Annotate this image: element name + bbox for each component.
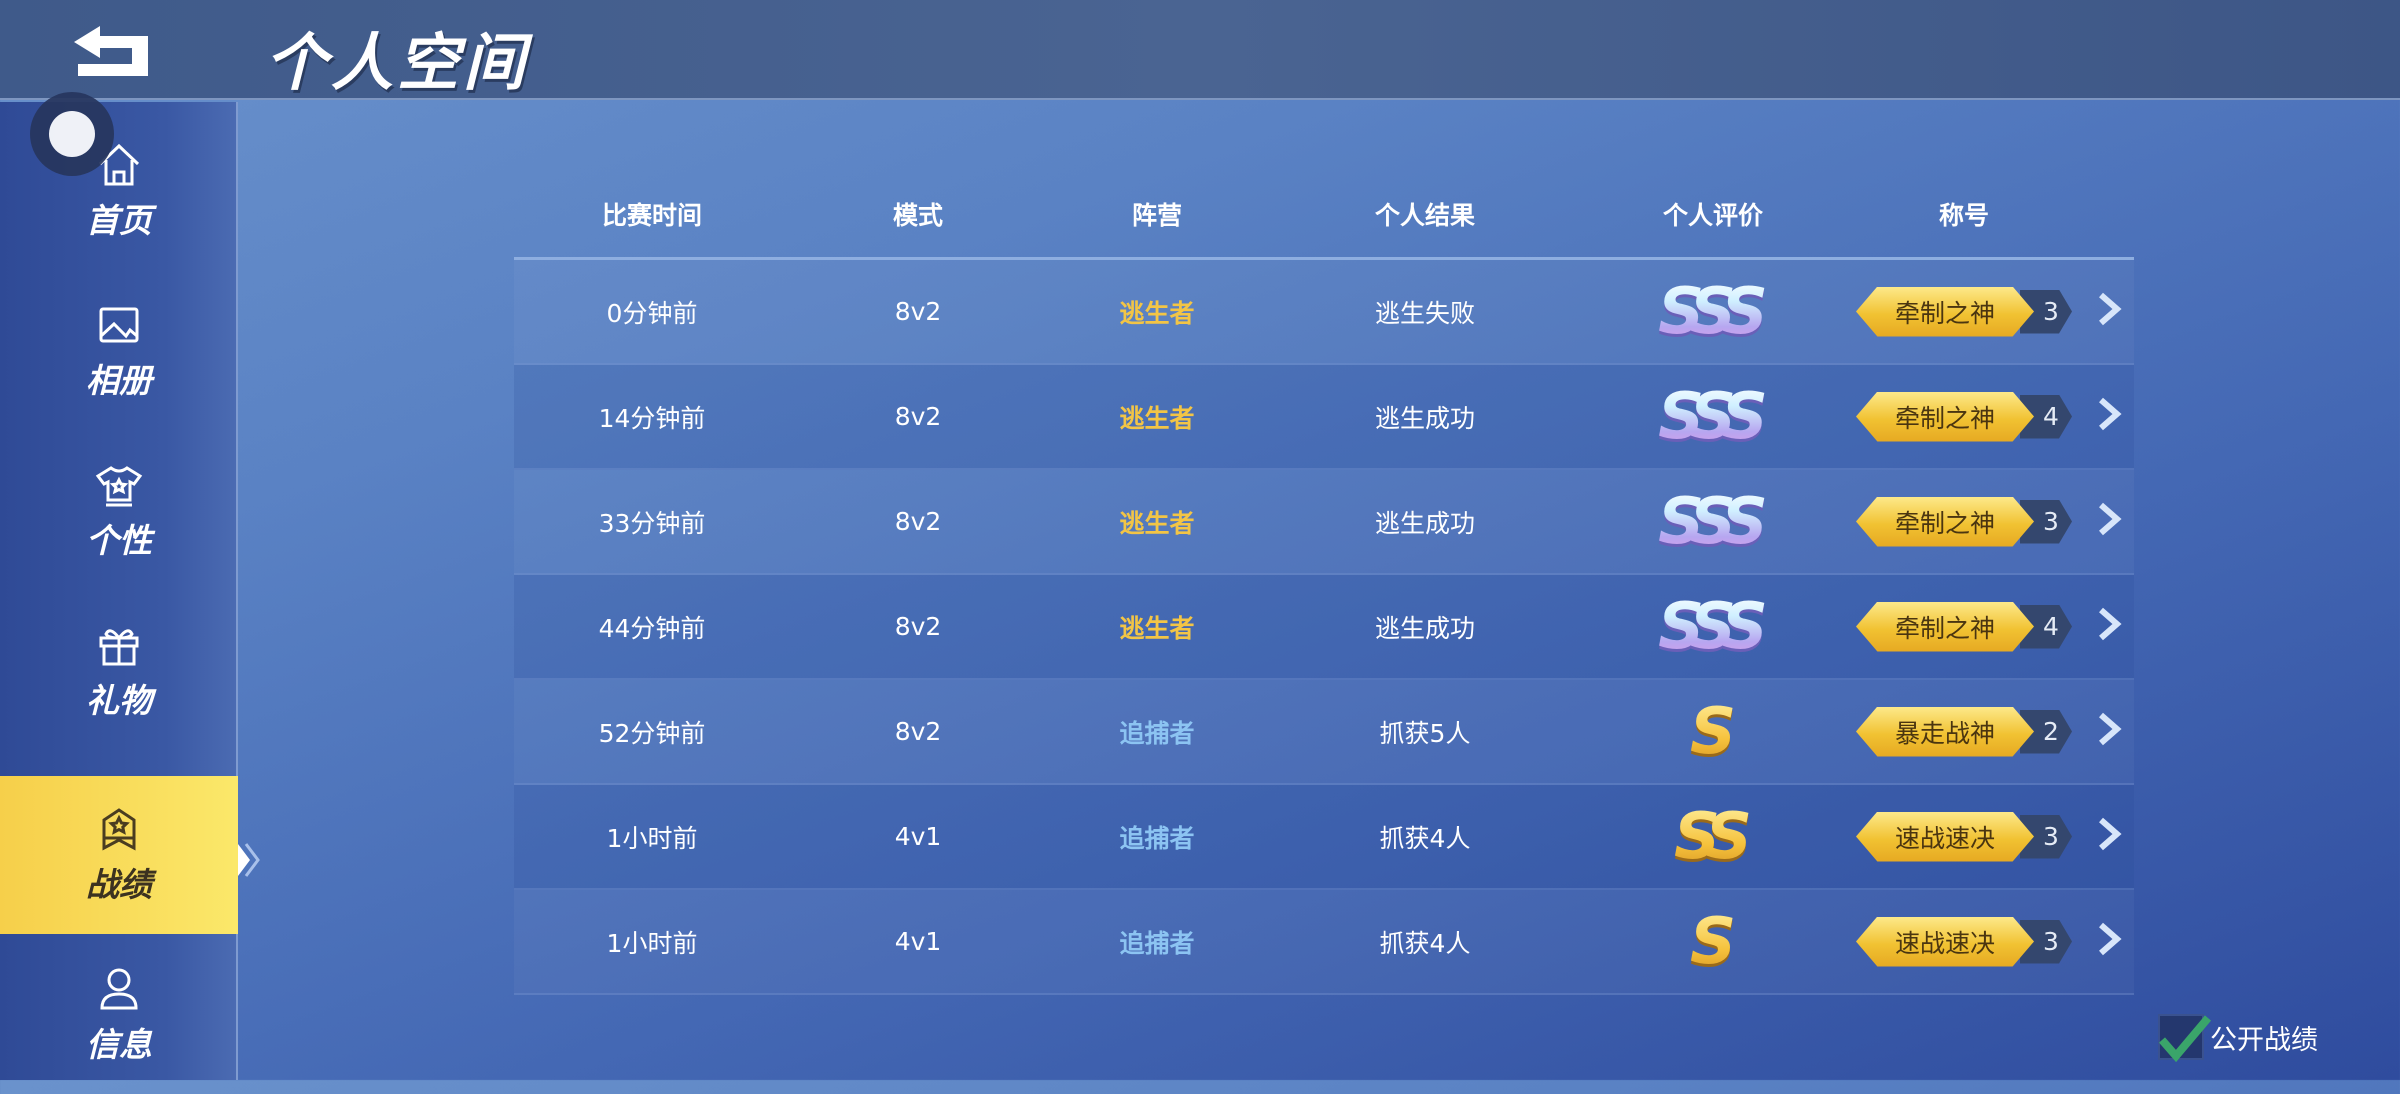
match-camp: 逃生者: [1119, 613, 1195, 643]
grade-badge: SSS: [1658, 275, 1768, 349]
header-grade: 个人评价: [1662, 200, 1763, 230]
match-mode: 4v1: [894, 822, 942, 851]
chevron-right-icon[interactable]: [2095, 711, 2123, 747]
sidebar-item-label: 首页: [86, 201, 152, 240]
table-row[interactable]: 33分钟前 8v2 逃生者 逃生成功 SSS 牵制之神 3: [514, 470, 2134, 575]
sidebar-item-shirt[interactable]: 个性: [0, 432, 238, 590]
title-name: 牵制之神: [1856, 496, 2034, 547]
match-mode: 8v2: [894, 297, 942, 326]
chevron-right-icon[interactable]: [2095, 606, 2123, 642]
grade-badge: SSS: [1658, 485, 1768, 559]
match-result: 抓获4人: [1379, 928, 1471, 958]
table-row[interactable]: 52分钟前 8v2 追捕者 抓获5人 S 暴走战神 2: [514, 680, 2134, 785]
title-name: 暴走战神: [1856, 706, 2034, 757]
match-result: 逃生成功: [1374, 403, 1475, 433]
match-time: 33分钟前: [598, 508, 706, 538]
active-tab-pointer-icon: [238, 843, 260, 877]
title-level: 4: [2020, 394, 2072, 439]
title-name: 速战速决: [1856, 811, 2034, 862]
public-record-checkbox[interactable]: [2158, 1014, 2212, 1062]
title-badge[interactable]: 速战速决 3: [1856, 916, 2072, 967]
badge-star-icon: [102, 808, 136, 851]
table-row[interactable]: 0分钟前 8v2 逃生者 逃生失败 SSS 牵制之神 3: [514, 260, 2134, 365]
grade-badge: S: [1690, 905, 1736, 979]
match-mode: 4v1: [894, 927, 942, 956]
match-result: 抓获5人: [1379, 718, 1471, 748]
header-mode: 模式: [892, 200, 943, 230]
match-mode: 8v2: [894, 402, 942, 431]
header-result: 个人结果: [1374, 200, 1475, 230]
grade-badge: SSS: [1658, 590, 1768, 664]
match-time: 44分钟前: [598, 613, 706, 643]
chevron-right-icon[interactable]: [2095, 291, 2123, 327]
chevron-right-icon[interactable]: [2095, 816, 2123, 852]
table-row[interactable]: 1小时前 4v1 追捕者 抓获4人 S 速战速决 3: [514, 890, 2134, 995]
page-title: 个人空间: [265, 26, 530, 99]
match-result: 逃生失败: [1374, 298, 1475, 328]
grade-badge: SSS: [1658, 380, 1768, 454]
chevron-right-icon[interactable]: [2095, 921, 2123, 957]
match-camp: 追捕者: [1119, 928, 1195, 958]
match-mode: 8v2: [894, 612, 942, 641]
title-badge[interactable]: 牵制之神 4: [1856, 601, 2072, 652]
grade-badge: S: [1690, 695, 1736, 769]
match-result: 逃生成功: [1374, 508, 1475, 538]
title-name: 速战速决: [1856, 916, 2034, 967]
gift-icon: [99, 629, 139, 666]
sidebar-item-label: 个性: [86, 521, 152, 560]
match-result: 逃生成功: [1374, 613, 1475, 643]
match-time: 52分钟前: [598, 718, 706, 748]
match-camp: 逃生者: [1119, 298, 1195, 328]
chevron-right-icon[interactable]: [2095, 396, 2123, 432]
match-record-table: 比赛时间 模式 阵营 个人结果 个人评价 称号 0分钟前 8v2 逃生者 逃生失败 SS…: [514, 170, 2134, 995]
match-time: 14分钟前: [598, 403, 706, 433]
title-badge[interactable]: 牵制之神 3: [1856, 496, 2072, 547]
title-badge[interactable]: 牵制之神 4: [1856, 391, 2072, 442]
match-camp: 逃生者: [1119, 403, 1195, 433]
image-icon: [99, 307, 139, 343]
match-camp: 追捕者: [1119, 718, 1195, 748]
header-camp: 阵营: [1131, 200, 1182, 230]
public-record-label: 公开战绩: [2210, 1024, 2318, 1056]
chevron-right-icon[interactable]: [2095, 501, 2123, 537]
table-row[interactable]: 14分钟前 8v2 逃生者 逃生成功 SSS 牵制之神 4: [514, 365, 2134, 470]
user-icon: [100, 968, 138, 1010]
header-title: 称号: [1938, 200, 1989, 230]
match-time: 1小时前: [606, 823, 698, 853]
table-row[interactable]: 44分钟前 8v2 逃生者 逃生成功 SSS 牵制之神 4: [514, 575, 2134, 680]
sidebar-item-image[interactable]: 相册: [0, 272, 238, 430]
checkmark-icon: [2158, 1015, 2212, 1062]
public-record-toggle[interactable]: 公开战绩: [2158, 1014, 2318, 1062]
title-badge[interactable]: 速战速决 3: [1856, 811, 2072, 862]
match-time: 1小时前: [606, 928, 698, 958]
title-name: 牵制之神: [1856, 286, 2034, 337]
back-arrow-icon[interactable]: [70, 22, 154, 78]
sidebar-item-home[interactable]: 首页: [0, 112, 238, 270]
title-badge[interactable]: 暴走战神 2: [1856, 706, 2072, 757]
table-header: 比赛时间 模式 阵营 个人结果 个人评价 称号: [514, 170, 2134, 260]
title-name: 牵制之神: [1856, 391, 2034, 442]
sidebar-item-badge-star[interactable]: 战绩: [0, 776, 238, 934]
sidebar-item-user[interactable]: 信息: [0, 936, 238, 1094]
sidebar-item-label: 相册: [86, 361, 152, 400]
match-camp: 逃生者: [1119, 508, 1195, 538]
title-name: 牵制之神: [1856, 601, 2034, 652]
match-mode: 8v2: [894, 717, 942, 746]
floating-assistive-button[interactable]: [30, 92, 114, 176]
match-time: 0分钟前: [606, 298, 698, 328]
sidebar-item-gift[interactable]: 礼物: [0, 592, 238, 750]
grade-badge: SS: [1674, 800, 1752, 874]
title-badge[interactable]: 牵制之神 3: [1856, 286, 2072, 337]
top-bar: 个人空间: [0, 0, 2400, 100]
header-time: 比赛时间: [601, 200, 702, 230]
match-mode: 8v2: [894, 507, 942, 536]
table-row[interactable]: 1小时前 4v1 追捕者 抓获4人 SS 速战速决 3: [514, 785, 2134, 890]
sidebar-item-label: 信息: [86, 1025, 152, 1064]
sidebar-item-label: 礼物: [86, 681, 152, 720]
title-level: 3: [2020, 814, 2072, 859]
shirt-icon: [95, 466, 143, 507]
sidebar-item-label: 战绩: [86, 865, 152, 904]
match-result: 抓获4人: [1379, 823, 1471, 853]
match-camp: 追捕者: [1119, 823, 1195, 853]
